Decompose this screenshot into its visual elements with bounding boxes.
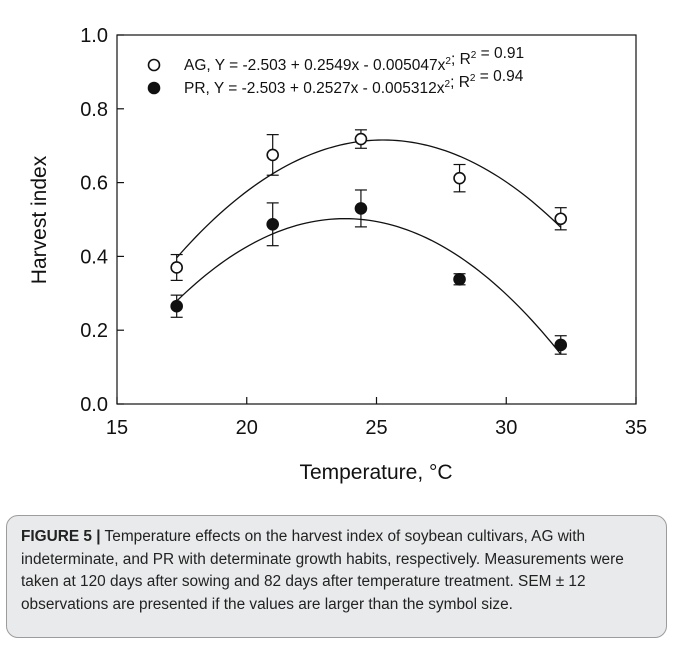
fit-curves bbox=[176, 139, 562, 355]
y-tick-label: 0.0 bbox=[80, 394, 108, 416]
caption-text: Temperature effects on the harvest index… bbox=[21, 528, 624, 613]
y-tick-label: 0.2 bbox=[80, 320, 108, 342]
legend-marker-ag bbox=[147, 58, 161, 72]
legend-text: = 0.91 bbox=[476, 45, 524, 62]
y-axis-label: Harvest index bbox=[28, 155, 51, 284]
legend-text: ; R bbox=[451, 51, 471, 68]
legend-text: ; R bbox=[450, 74, 470, 91]
x-tick-label: 20 bbox=[236, 417, 258, 439]
legend-text: PR, Y = -2.503 + 0.2527x - 0.005312x bbox=[184, 80, 445, 97]
caption-paragraph: FIGURE 5 | Temperature effects on the ha… bbox=[21, 526, 652, 616]
x-axis-label: Temperature, °C bbox=[299, 461, 452, 484]
y-tick-label: 0.8 bbox=[80, 99, 108, 121]
legend-superscript: 2 bbox=[445, 79, 451, 90]
x-tick-label: 35 bbox=[625, 417, 647, 439]
legend-entry-pr: PR, Y = -2.503 + 0.2527x - 0.005312x2; R… bbox=[184, 68, 524, 97]
data-point-pr bbox=[266, 217, 280, 231]
data-points bbox=[170, 132, 568, 352]
y-tick-label: 0.6 bbox=[80, 173, 108, 195]
data-point-pr bbox=[170, 299, 183, 313]
legend-superscript: 2 bbox=[445, 56, 451, 67]
legend-text: = 0.94 bbox=[475, 68, 523, 85]
error-bars bbox=[170, 129, 567, 355]
legend: AG, Y = -2.503 + 0.2549x - 0.005047x2; R… bbox=[147, 45, 524, 97]
legend-superscript: 2 bbox=[471, 50, 477, 61]
legend-entry-ag: AG, Y = -2.503 + 0.2549x - 0.005047x2; R… bbox=[184, 45, 524, 74]
x-tick-label: 25 bbox=[365, 417, 387, 439]
data-point-pr bbox=[354, 202, 368, 215]
x-tick-label: 30 bbox=[495, 417, 517, 439]
y-tick-label: 0.4 bbox=[80, 246, 108, 268]
data-point-ag bbox=[266, 148, 280, 162]
fit-curve-ag bbox=[176, 139, 562, 259]
caption-label: FIGURE 5 | bbox=[21, 528, 101, 545]
x-tick-label: 15 bbox=[106, 417, 128, 439]
chart: 15 20 25 30 35 0.0 0.2 0.4 0.6 0.8 1.0 AG, Y = -2.… bbox=[28, 25, 647, 484]
legend-superscript: 2 bbox=[470, 73, 476, 84]
data-point-pr bbox=[554, 338, 568, 352]
tick-group: 15 20 25 30 35 0.0 0.2 0.4 0.6 0.8 1.0 bbox=[80, 25, 647, 439]
data-point-pr bbox=[453, 272, 466, 286]
data-point-ag bbox=[170, 261, 183, 274]
y-tick-label: 1.0 bbox=[80, 25, 108, 47]
legend-text: AG, Y = -2.503 + 0.2549x - 0.005047x bbox=[184, 57, 446, 74]
fit-curve-pr bbox=[176, 217, 562, 355]
figure-caption: FIGURE 5 | Temperature effects on the ha… bbox=[6, 515, 667, 638]
data-point-ag bbox=[354, 132, 368, 146]
data-point-ag bbox=[453, 171, 466, 185]
legend-marker-pr bbox=[147, 81, 161, 95]
data-point-ag bbox=[554, 212, 568, 226]
